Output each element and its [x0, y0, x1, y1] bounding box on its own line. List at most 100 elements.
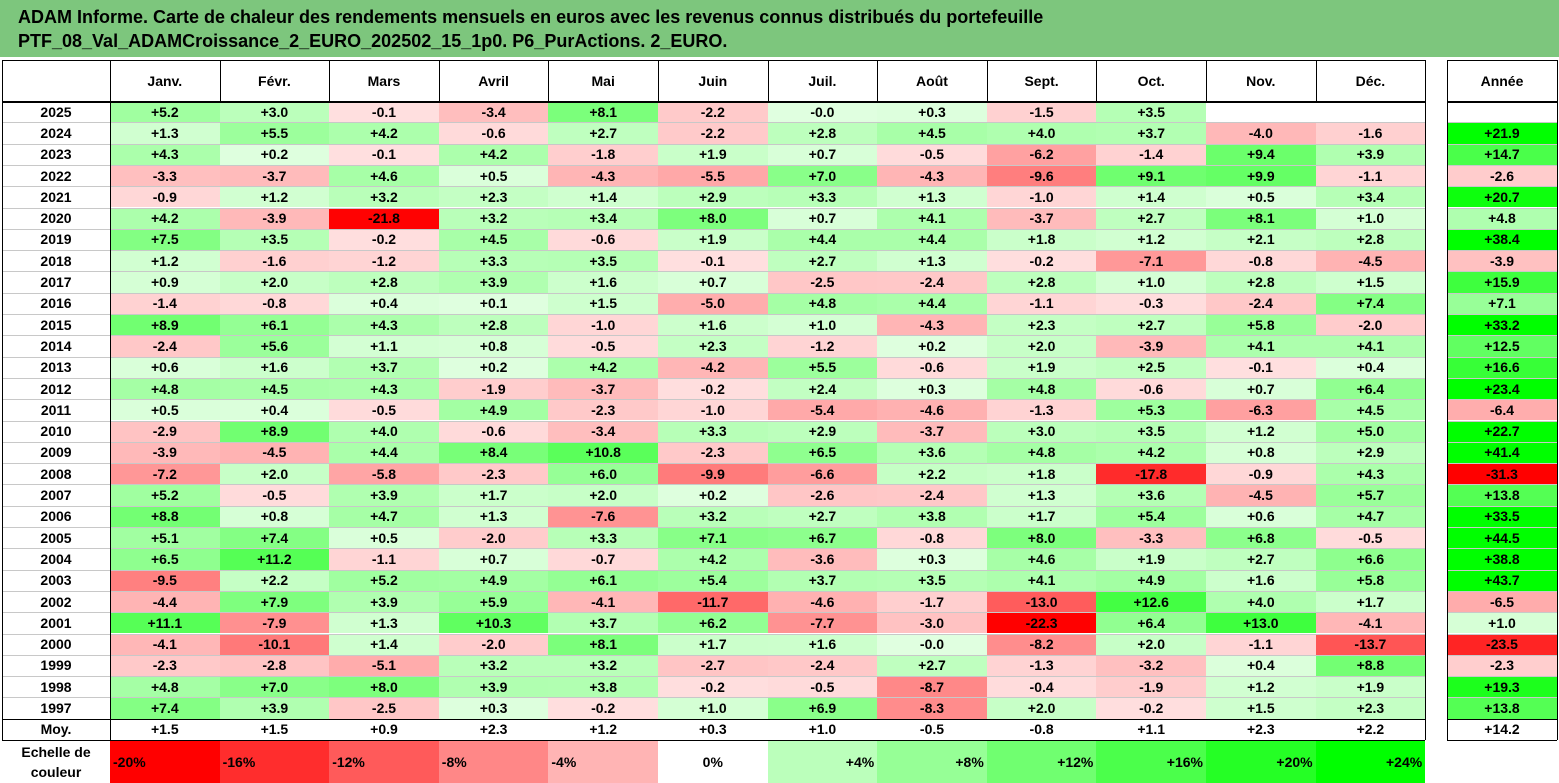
heatmap-cell: +4.8: [110, 676, 220, 698]
heatmap-cell: +2.2: [877, 463, 987, 485]
heatmap-cell: +7.0: [767, 164, 878, 187]
heatmap-cell: +1.0: [1315, 207, 1426, 229]
heatmap-cell: +10.8: [548, 441, 658, 464]
annual-cell: -23.5: [1447, 633, 1557, 655]
heatmap-cell: -2.5: [329, 697, 439, 719]
heatmap-cell: +1.6: [548, 271, 658, 293]
average-cell: -0.5: [877, 718, 987, 740]
column-header-11: Nov.: [1206, 60, 1316, 101]
heatmap-cell: +3.0: [986, 420, 1097, 442]
average-cell: +0.9: [329, 718, 439, 740]
color-scale-label-line-1: Echelle de: [21, 744, 91, 760]
heatmap-cell: +0.6: [110, 356, 220, 378]
heatmap-cell: -2.3: [548, 399, 658, 421]
grid-line: [2, 270, 1425, 272]
annual-cell: +13.8: [1447, 484, 1557, 506]
grid-line: [1447, 313, 1557, 315]
heatmap-cell: -1.4: [1096, 143, 1206, 165]
heatmap-cell: +6.4: [1096, 612, 1206, 634]
heatmap-cell: -4.1: [1315, 612, 1426, 634]
grid-line: [2, 719, 1425, 720]
year-label: 2005: [2, 527, 110, 549]
heatmap-cell: -1.6: [219, 250, 330, 272]
heatmap-cell: +0.5: [438, 164, 549, 187]
grid-line: [2, 654, 1425, 656]
grid-line: [1447, 462, 1557, 464]
heatmap-cell: +0.7: [1206, 377, 1316, 400]
grid-line: [1447, 654, 1557, 656]
heatmap-cell: -0.6: [1096, 377, 1206, 400]
heatmap-cell: +0.5: [329, 527, 439, 549]
average-cell: +1.5: [110, 718, 220, 740]
heatmap-cell: -0.9: [1206, 463, 1316, 485]
heatmap-cell: -0.0: [877, 633, 987, 655]
heatmap-cell: +2.8: [438, 314, 549, 336]
annual-cell: +19.3: [1447, 676, 1557, 698]
grid-line: [658, 60, 659, 101]
color-scale-step: -20%: [110, 740, 220, 783]
column-header-9: Sept.: [986, 60, 1097, 101]
heatmap-cell: +1.1: [329, 335, 439, 357]
grid-line: [2, 121, 1425, 123]
year-label: 2004: [2, 548, 110, 570]
year-label: 2002: [2, 590, 110, 613]
heatmap-cell: +3.9: [438, 676, 549, 698]
heatmap-cell: +1.0: [767, 314, 878, 336]
heatmap-cell: +3.6: [877, 441, 987, 464]
heatmap-cell: -5.0: [658, 292, 768, 314]
grid-line: [1447, 569, 1557, 571]
average-cell: +2.2: [1315, 718, 1426, 740]
year-label: 2024: [2, 122, 110, 144]
heatmap-cell: -3.3: [110, 164, 220, 187]
heatmap-cell: -0.5: [767, 676, 878, 698]
grid-line: [1425, 60, 1426, 740]
heatmap-cell: +4.9: [1096, 569, 1206, 591]
heatmap-cell: +1.9: [986, 356, 1097, 378]
heatmap-cell: +3.7: [767, 569, 878, 591]
heatmap-cell: +2.4: [767, 377, 878, 400]
heatmap-cell: -2.8: [219, 654, 330, 677]
annual-cell: +15.9: [1447, 271, 1557, 293]
heatmap-cell: +10.3: [438, 612, 549, 634]
heatmap-cell: -0.7: [548, 548, 658, 570]
heatmap-cell: +2.3: [986, 314, 1097, 336]
heatmap-cell: +6.2: [658, 612, 768, 634]
heatmap-cell: -7.1: [1096, 250, 1206, 272]
heatmap-cell: +0.4: [1206, 654, 1316, 677]
heatmap-cell: +6.5: [110, 548, 220, 570]
heatmap-cell: -3.4: [548, 420, 658, 442]
heatmap-cell: +3.9: [438, 271, 549, 293]
heatmap-cell: -0.1: [658, 250, 768, 272]
heatmap-cell: +2.8: [329, 271, 439, 293]
heatmap-cell: +2.8: [1315, 228, 1426, 251]
average-label: Moy.: [2, 718, 110, 740]
heatmap-cell: +4.3: [110, 143, 220, 165]
heatmap-cell: -0.2: [548, 697, 658, 719]
heatmap-cell: +11.2: [219, 548, 330, 570]
heatmap-cell: +1.6: [767, 633, 878, 655]
heatmap-cell: +3.9: [1315, 143, 1426, 165]
heatmap-cell: -4.1: [110, 633, 220, 655]
grid-line: [1096, 60, 1097, 101]
heatmap-cell: +2.3: [1315, 697, 1426, 719]
heatmap-cell: -0.0: [767, 101, 878, 123]
column-header-8: Août: [877, 60, 987, 101]
year-label: 1998: [2, 676, 110, 698]
grid-line: [1447, 675, 1557, 677]
heatmap-cell: -0.4: [986, 676, 1097, 698]
year-label: 2015: [2, 314, 110, 336]
heatmap-cell: +6.5: [767, 441, 878, 464]
heatmap-cell: -13.7: [1315, 633, 1426, 655]
heatmap-cell: +5.6: [219, 335, 330, 357]
heatmap-cell: -1.1: [986, 292, 1097, 314]
heatmap-cell: -1.0: [658, 399, 768, 421]
heatmap-cell: +1.2: [110, 250, 220, 272]
heatmap-cell: -7.2: [110, 463, 220, 485]
heatmap-cell: +8.8: [110, 505, 220, 527]
color-scale-step: -4%: [548, 740, 658, 783]
heatmap-cell: +6.8: [1206, 527, 1316, 549]
heatmap-cell: +1.9: [1315, 676, 1426, 698]
heatmap-cell: +4.5: [877, 122, 987, 144]
grid-line: [1316, 60, 1317, 101]
